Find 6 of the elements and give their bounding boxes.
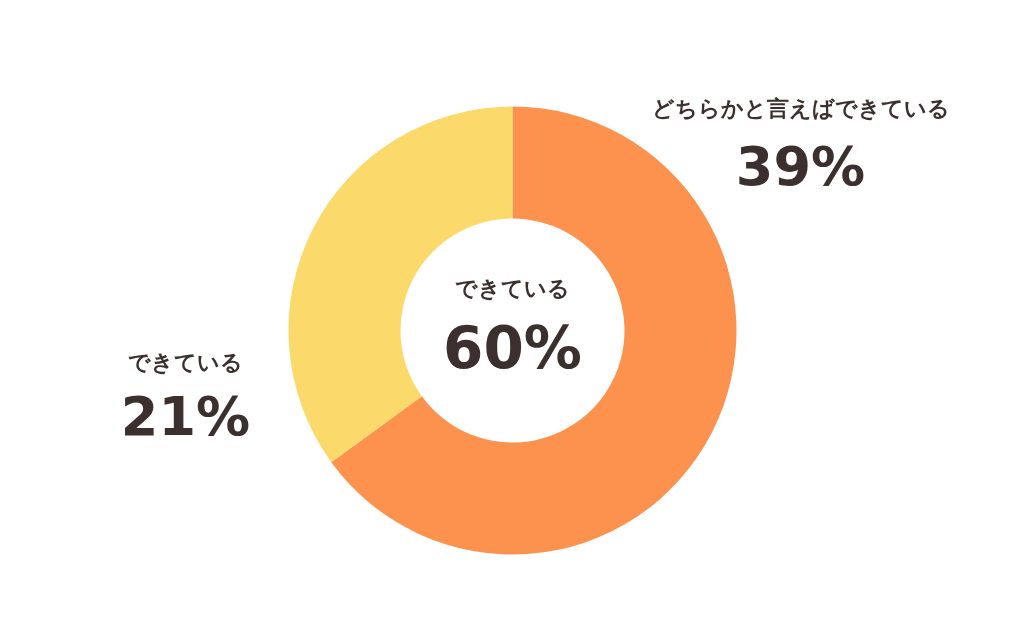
text: できている [455, 276, 570, 301]
slice-label: できている [128, 350, 243, 375]
text: 60% [443, 313, 582, 382]
data-label: 21% [120, 385, 251, 448]
data-label: 39% [735, 135, 866, 198]
slice-label: どちらかと言えばできている [651, 96, 950, 121]
